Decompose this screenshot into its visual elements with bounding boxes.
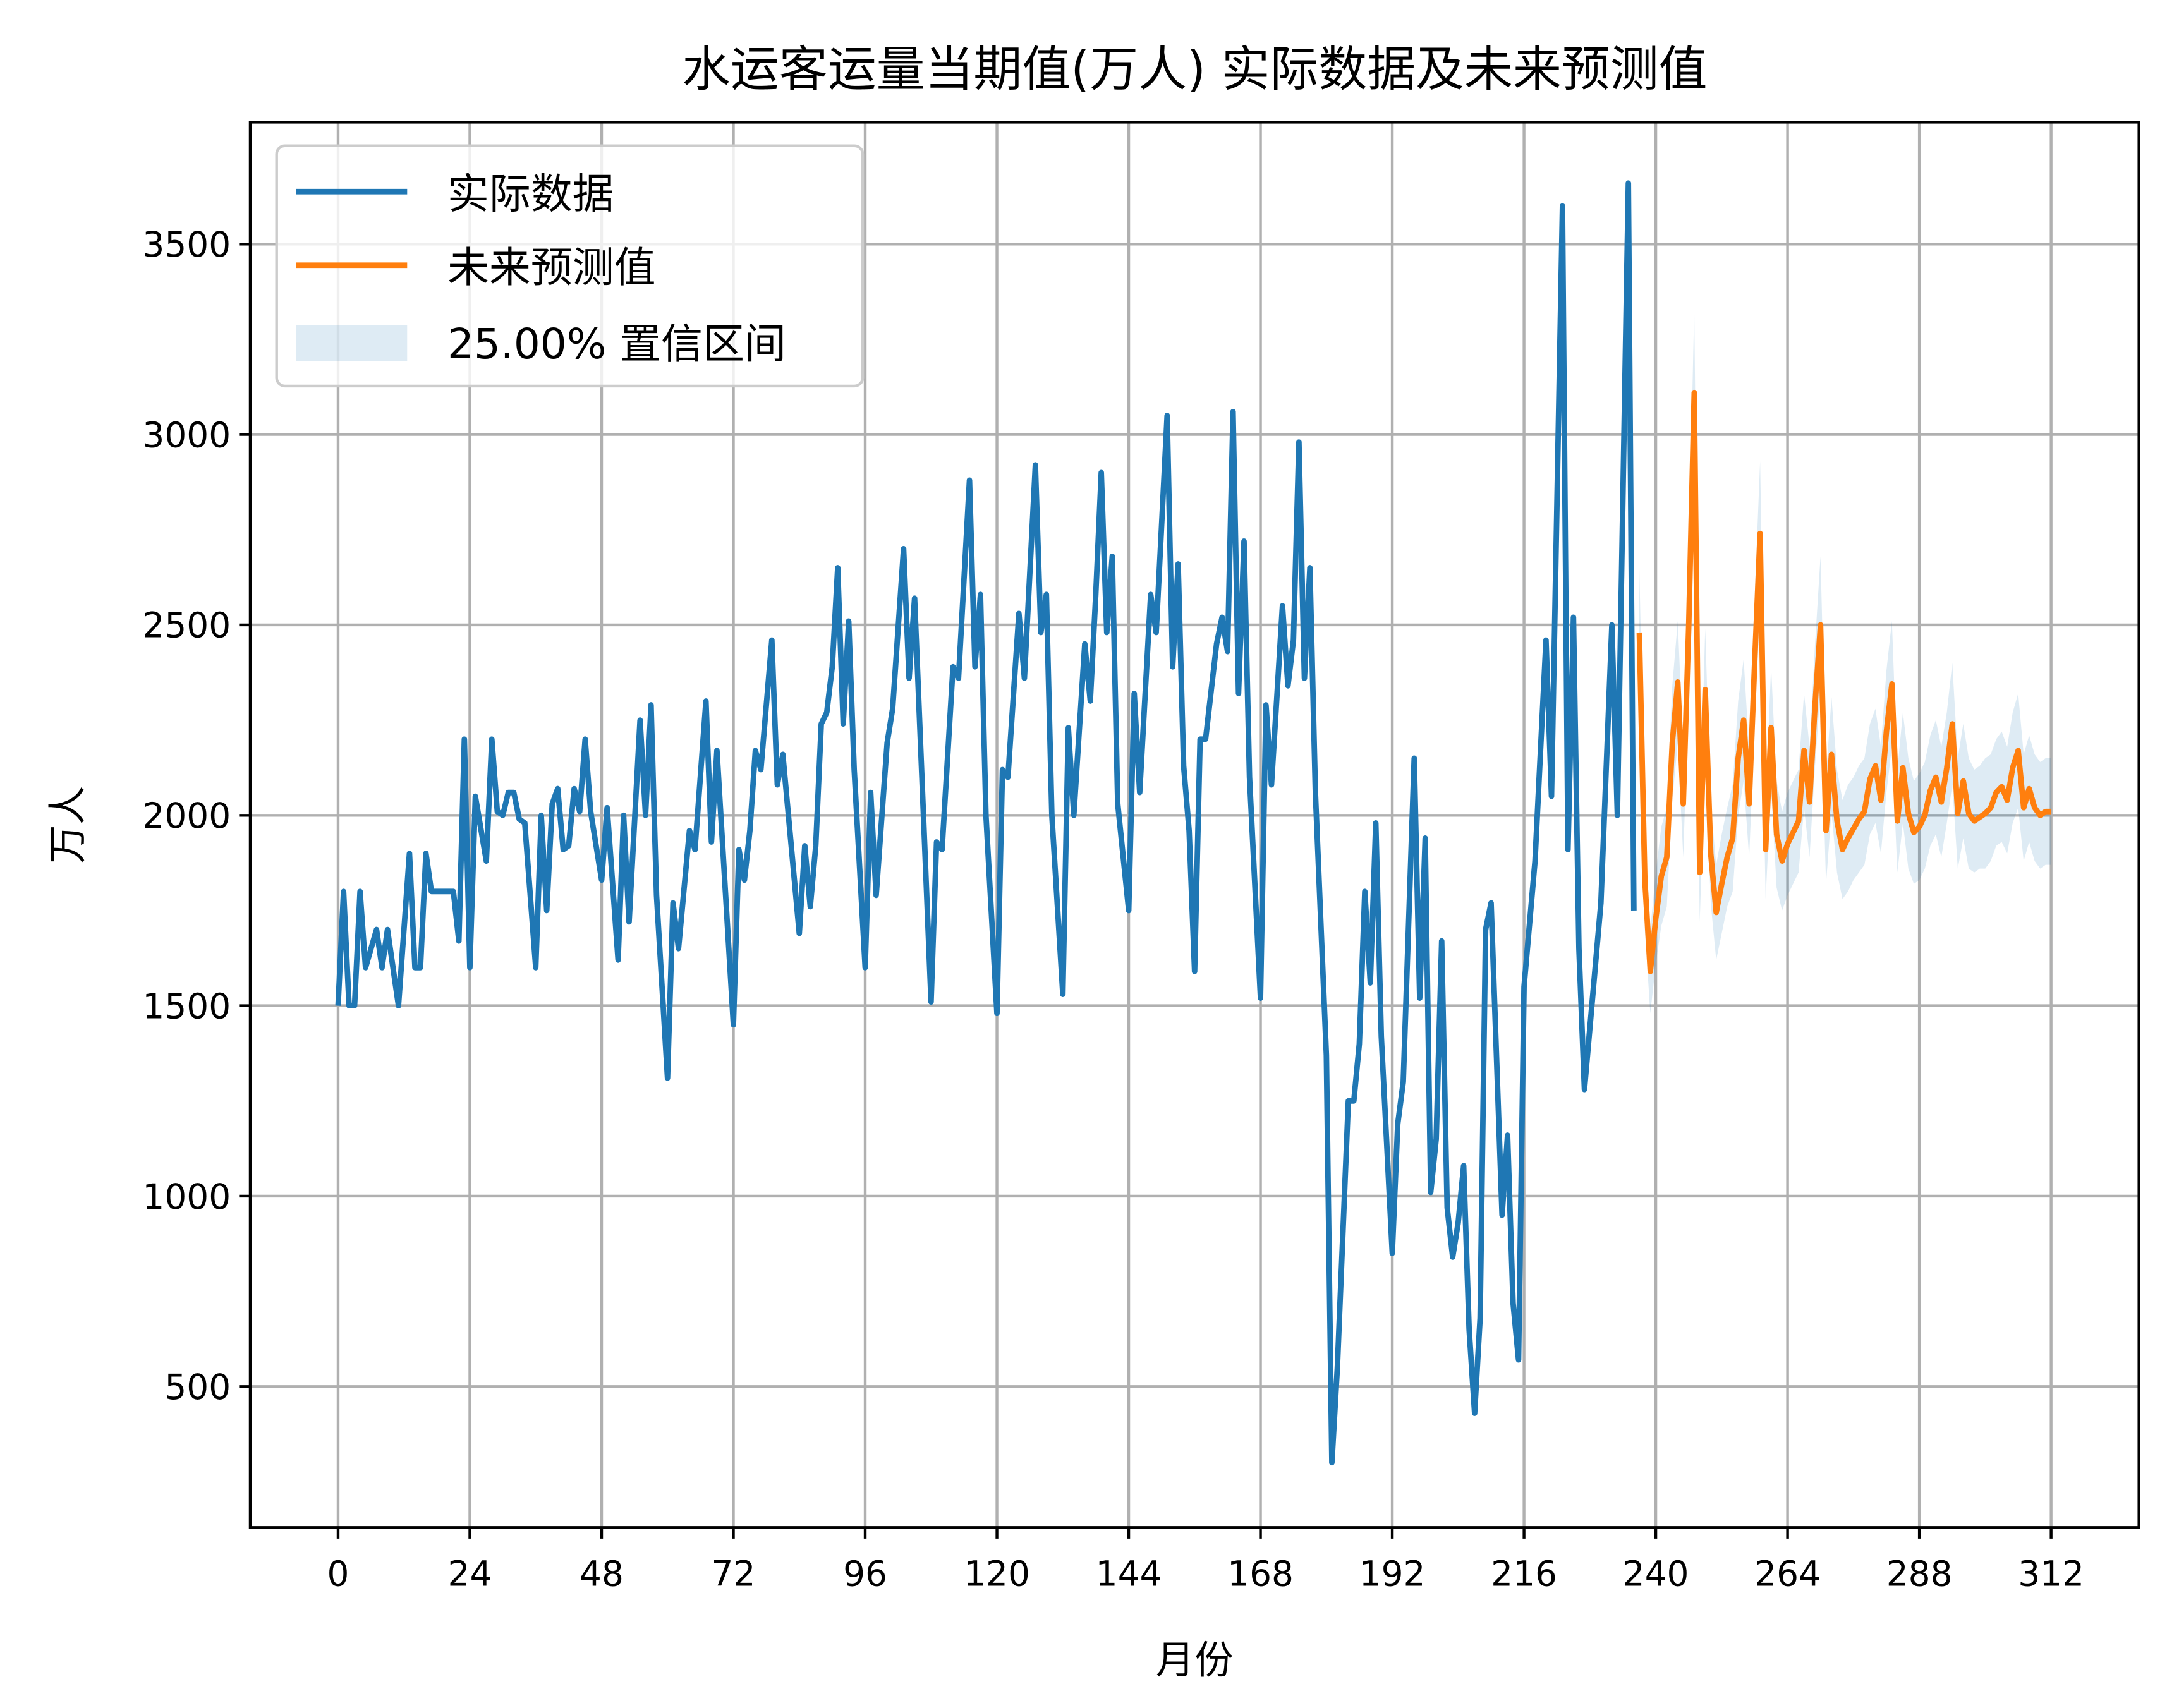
forecast-line (1636, 389, 2051, 974)
x-axis-label: 月份 (1156, 1637, 1234, 1683)
x-tick-label: 24 (448, 1554, 492, 1594)
y-tick-label: 1500 (142, 986, 231, 1026)
y-tick-label: 3000 (142, 415, 231, 455)
x-tick-label: 96 (843, 1554, 887, 1594)
chart-title: 水运客运量当期值(万人) 实际数据及未来预测值 (682, 42, 1708, 98)
x-tick-label: 0 (327, 1554, 349, 1594)
legend-box (275, 144, 865, 388)
y-tick-label: 3500 (142, 224, 231, 265)
x-tick-label: 312 (2018, 1554, 2084, 1594)
legend-label-actual: 实际数据 (447, 170, 614, 219)
x-tick-label: 72 (712, 1554, 756, 1594)
x-tick-label: 168 (1227, 1554, 1294, 1594)
y-tick-label: 2500 (142, 605, 231, 646)
ticks: 0 24 48 72 96 120 144 168 192 216 240 264 288 312 500 1… (142, 224, 2084, 1594)
confidence-band (1639, 308, 2051, 1014)
axes-frame (248, 121, 2140, 1529)
legend: 实际数据 未来预测值 25.00% 置信区间 (275, 144, 865, 388)
actual-data-line (335, 180, 1637, 1466)
x-tick-label: 192 (1359, 1554, 1426, 1594)
x-tick-label: 288 (1886, 1554, 1953, 1594)
x-tick-label: 120 (964, 1554, 1030, 1594)
x-tick-label: 144 (1096, 1554, 1162, 1594)
x-tick-label: 240 (1623, 1554, 1689, 1594)
y-tick-label: 2000 (142, 796, 231, 836)
y-tick-label: 1000 (142, 1177, 231, 1217)
legend-label-band: 25.00% 置信区间 (447, 320, 786, 368)
y-axis-label: 万人 (45, 786, 90, 864)
legend-label-forecast: 未来预测值 (447, 243, 656, 292)
x-tick-label: 48 (580, 1554, 624, 1594)
x-tick-label: 216 (1491, 1554, 1557, 1594)
plot-area (335, 180, 2051, 1466)
x-tick-label: 264 (1754, 1554, 1821, 1594)
y-tick-label: 500 (164, 1367, 231, 1407)
legend-swatch-band (296, 325, 408, 361)
